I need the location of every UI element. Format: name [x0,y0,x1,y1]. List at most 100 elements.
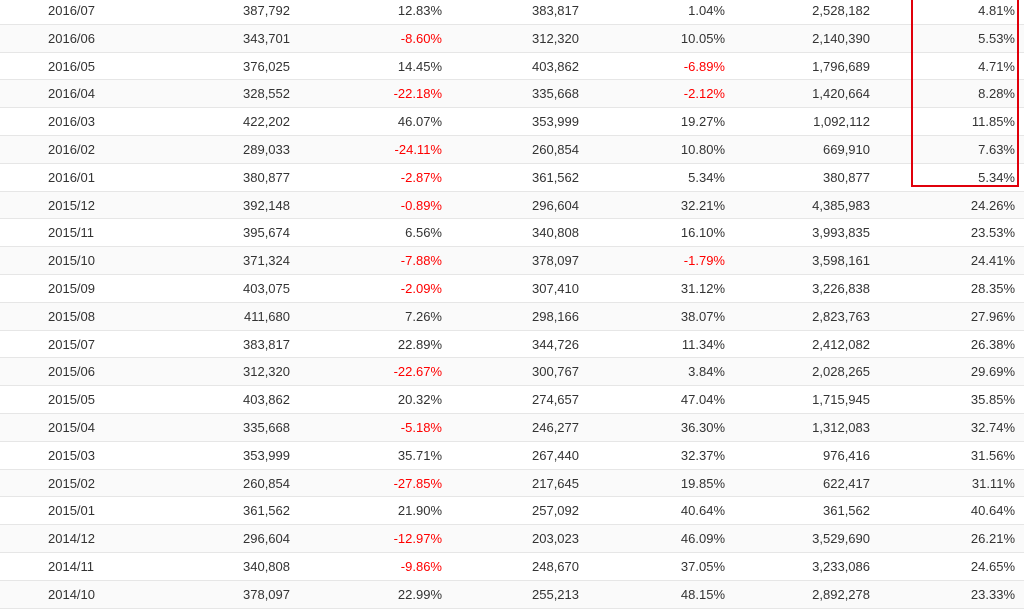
cumulative-change-cell: 23.53% [970,225,1015,241]
cumulative-change-cell: 24.26% [970,197,1015,213]
cumulative-cell: 3,233,086 [812,558,870,574]
yoy-change-cell: -1.79% [683,253,725,269]
month-cell: 2015/11 [48,225,95,241]
yoy-change-cell: 48.15% [680,586,725,602]
cumulative-cell: 1,420,664 [812,86,870,102]
yoy-change-cell: 1.04% [688,3,725,18]
change-cell: 46.07% [397,114,442,130]
prev-value-cell: 335,668 [532,86,579,102]
cumulative-change-cell: 5.34% [978,169,1015,185]
table-row: 2016/02 289,033 -24.11% 260,854 10.80% 669,91… [0,135,1024,164]
value-cell: 353,999 [243,447,290,463]
cumulative-change-cell: 24.41% [970,253,1015,269]
yoy-change-cell: 5.34% [688,169,725,185]
cumulative-change-cell: 28.35% [970,280,1015,296]
prev-value-cell: 312,320 [532,30,579,46]
month-cell: 2015/01 [48,503,95,519]
cumulative-cell: 1,796,689 [812,58,870,74]
value-cell: 403,075 [243,280,290,296]
month-cell: 2015/04 [48,419,95,435]
cumulative-change-cell: 4.81% [978,3,1015,18]
cumulative-cell: 2,140,390 [812,30,870,46]
change-cell: -7.88% [400,253,442,269]
prev-value-cell: 248,670 [532,558,579,574]
prev-value-cell: 260,854 [532,141,579,157]
table-row: 2014/12 296,604 -12.97% 203,023 46.09% 3,529,… [0,525,1024,553]
cumulative-cell: 2,528,182 [812,3,870,18]
yoy-change-cell: 32.21% [680,197,725,213]
yoy-change-cell: -6.89% [683,58,725,74]
prev-value-cell: 307,410 [532,280,579,296]
prev-value-cell: 257,092 [532,503,579,519]
change-cell: -24.11% [394,141,442,157]
month-cell: 2016/07 [48,3,95,18]
month-cell: 2016/06 [48,30,95,46]
change-cell: 21.90% [397,503,442,519]
month-cell: 2016/02 [48,141,95,157]
prev-value-cell: 378,097 [532,253,579,269]
cumulative-cell: 380,877 [823,169,870,185]
month-cell: 2016/05 [48,58,95,74]
yoy-change-cell: 16.10% [680,225,725,241]
cumulative-cell: 3,993,835 [812,225,870,241]
change-cell: -2.09% [400,280,442,296]
table-row: 2016/07 387,792 12.83% 383,817 1.04% 2,528,18… [0,0,1024,25]
prev-value-cell: 340,808 [532,225,579,241]
cumulative-cell: 669,910 [823,141,870,157]
prev-value-cell: 300,767 [532,364,579,380]
value-cell: 361,562 [243,503,290,519]
cumulative-change-cell: 7.63% [978,141,1015,157]
table-row: 2015/12 392,148 -0.89% 296,604 32.21% 4,385,9… [0,191,1024,220]
cumulative-change-cell: 32.74% [970,419,1015,435]
cumulative-cell: 3,529,690 [812,531,870,547]
cumulative-cell: 2,412,082 [812,336,870,352]
change-cell: 20.32% [397,392,442,408]
cumulative-change-cell: 11.85% [971,114,1015,130]
yoy-change-cell: 3.84% [688,364,725,380]
yoy-change-cell: 31.12% [680,280,725,296]
value-cell: 378,097 [243,586,290,602]
month-cell: 2015/12 [48,197,95,213]
value-cell: 376,025 [243,58,290,74]
value-cell: 328,552 [243,86,290,102]
table-row: 2015/05 403,862 20.32% 274,657 47.04% 1,715,9… [0,386,1024,414]
month-cell: 2014/10 [48,586,95,602]
prev-value-cell: 296,604 [532,197,579,213]
change-cell: 6.56% [405,225,442,241]
cumulative-cell: 1,715,945 [812,392,870,408]
prev-value-cell: 361,562 [532,169,579,185]
prev-value-cell: 255,213 [532,586,579,602]
month-cell: 2015/10 [48,253,95,269]
prev-value-cell: 246,277 [532,419,579,435]
value-cell: 289,033 [243,141,290,157]
table-row: 2015/08 411,680 7.26% 298,166 38.07% 2,823,76… [0,302,1024,331]
yoy-change-cell: 11.34% [681,336,725,352]
change-cell: -22.67% [393,364,442,380]
table-row: 2016/05 376,025 14.45% 403,862 -6.89% 1,796,6… [0,53,1024,81]
yoy-change-cell: 36.30% [680,419,725,435]
cumulative-cell: 2,823,763 [812,308,870,324]
value-cell: 335,668 [243,419,290,435]
table-row: 2015/02 260,854 -27.85% 217,645 19.85% 622,41… [0,469,1024,498]
cumulative-change-cell: 8.28% [978,86,1015,102]
change-cell: 35.71% [397,447,442,463]
cumulative-change-cell: 35.85% [970,392,1015,408]
change-cell: -8.60% [400,30,442,46]
value-cell: 312,320 [243,364,290,380]
month-cell: 2015/05 [48,392,95,408]
month-cell: 2015/06 [48,364,95,380]
cumulative-change-cell: 40.64% [970,503,1015,519]
table-row: 2015/04 335,668 -5.18% 246,277 36.30% 1,312,0… [0,413,1024,442]
yoy-change-cell: 32.37% [680,447,725,463]
value-cell: 392,148 [243,197,290,213]
prev-value-cell: 344,726 [532,336,579,352]
month-cell: 2016/03 [48,114,95,130]
change-cell: 12.83% [397,3,442,18]
month-cell: 2015/07 [48,336,95,352]
value-cell: 403,862 [243,392,290,408]
change-cell: -12.97% [393,531,442,547]
yoy-change-cell: 37.05% [680,558,725,574]
prev-value-cell: 353,999 [532,114,579,130]
table-row: 2015/09 403,075 -2.09% 307,410 31.12% 3,226,8… [0,275,1024,303]
cumulative-change-cell: 29.69% [970,364,1015,380]
